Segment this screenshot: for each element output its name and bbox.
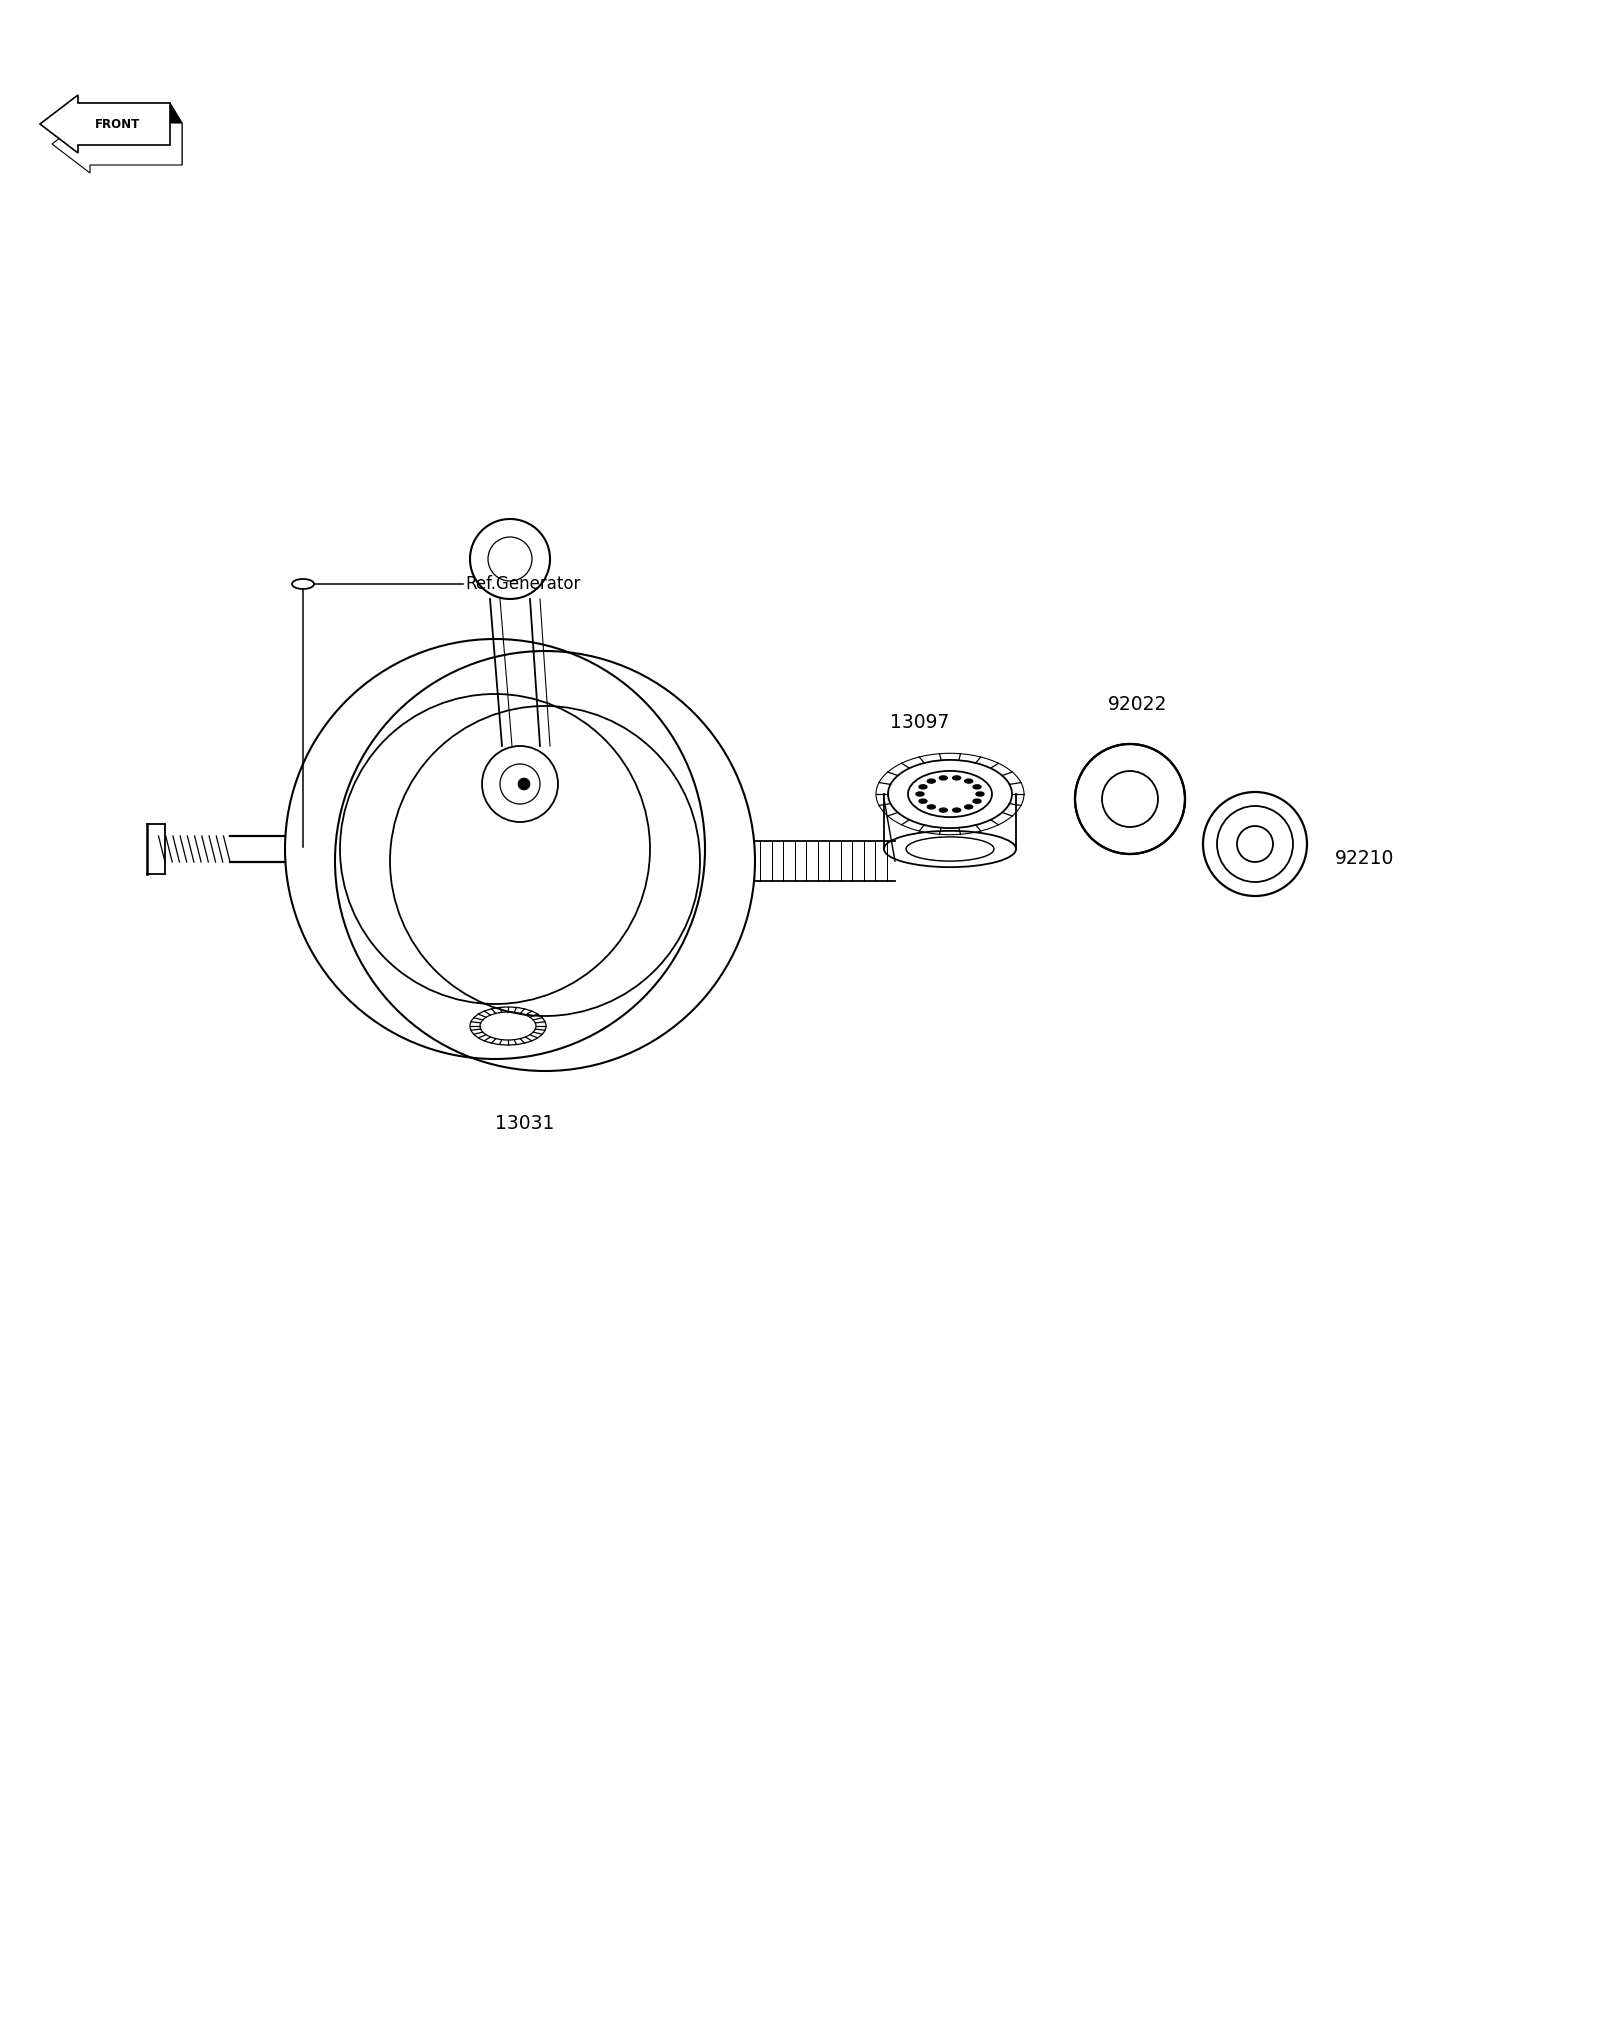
Polygon shape (170, 103, 182, 164)
Ellipse shape (952, 775, 960, 779)
Circle shape (1078, 747, 1182, 850)
Text: 13031: 13031 (496, 1114, 555, 1132)
Polygon shape (78, 103, 182, 124)
Ellipse shape (939, 808, 947, 812)
Ellipse shape (928, 779, 936, 783)
Circle shape (518, 777, 530, 789)
Ellipse shape (965, 806, 973, 810)
Ellipse shape (939, 775, 947, 779)
Text: 92210: 92210 (1334, 850, 1394, 868)
Circle shape (1203, 791, 1307, 897)
Text: 13097: 13097 (890, 712, 950, 732)
Ellipse shape (965, 779, 973, 783)
Ellipse shape (918, 799, 926, 803)
Ellipse shape (915, 791, 923, 795)
Ellipse shape (928, 806, 936, 810)
Ellipse shape (973, 799, 981, 803)
Polygon shape (40, 95, 170, 152)
Ellipse shape (952, 808, 960, 812)
Ellipse shape (976, 791, 984, 795)
Text: FRONT: FRONT (94, 118, 139, 130)
Text: 92022: 92022 (1109, 696, 1168, 714)
Ellipse shape (973, 785, 981, 789)
Text: Ref.Generator: Ref.Generator (466, 574, 581, 592)
Ellipse shape (918, 785, 926, 789)
Polygon shape (51, 116, 182, 172)
